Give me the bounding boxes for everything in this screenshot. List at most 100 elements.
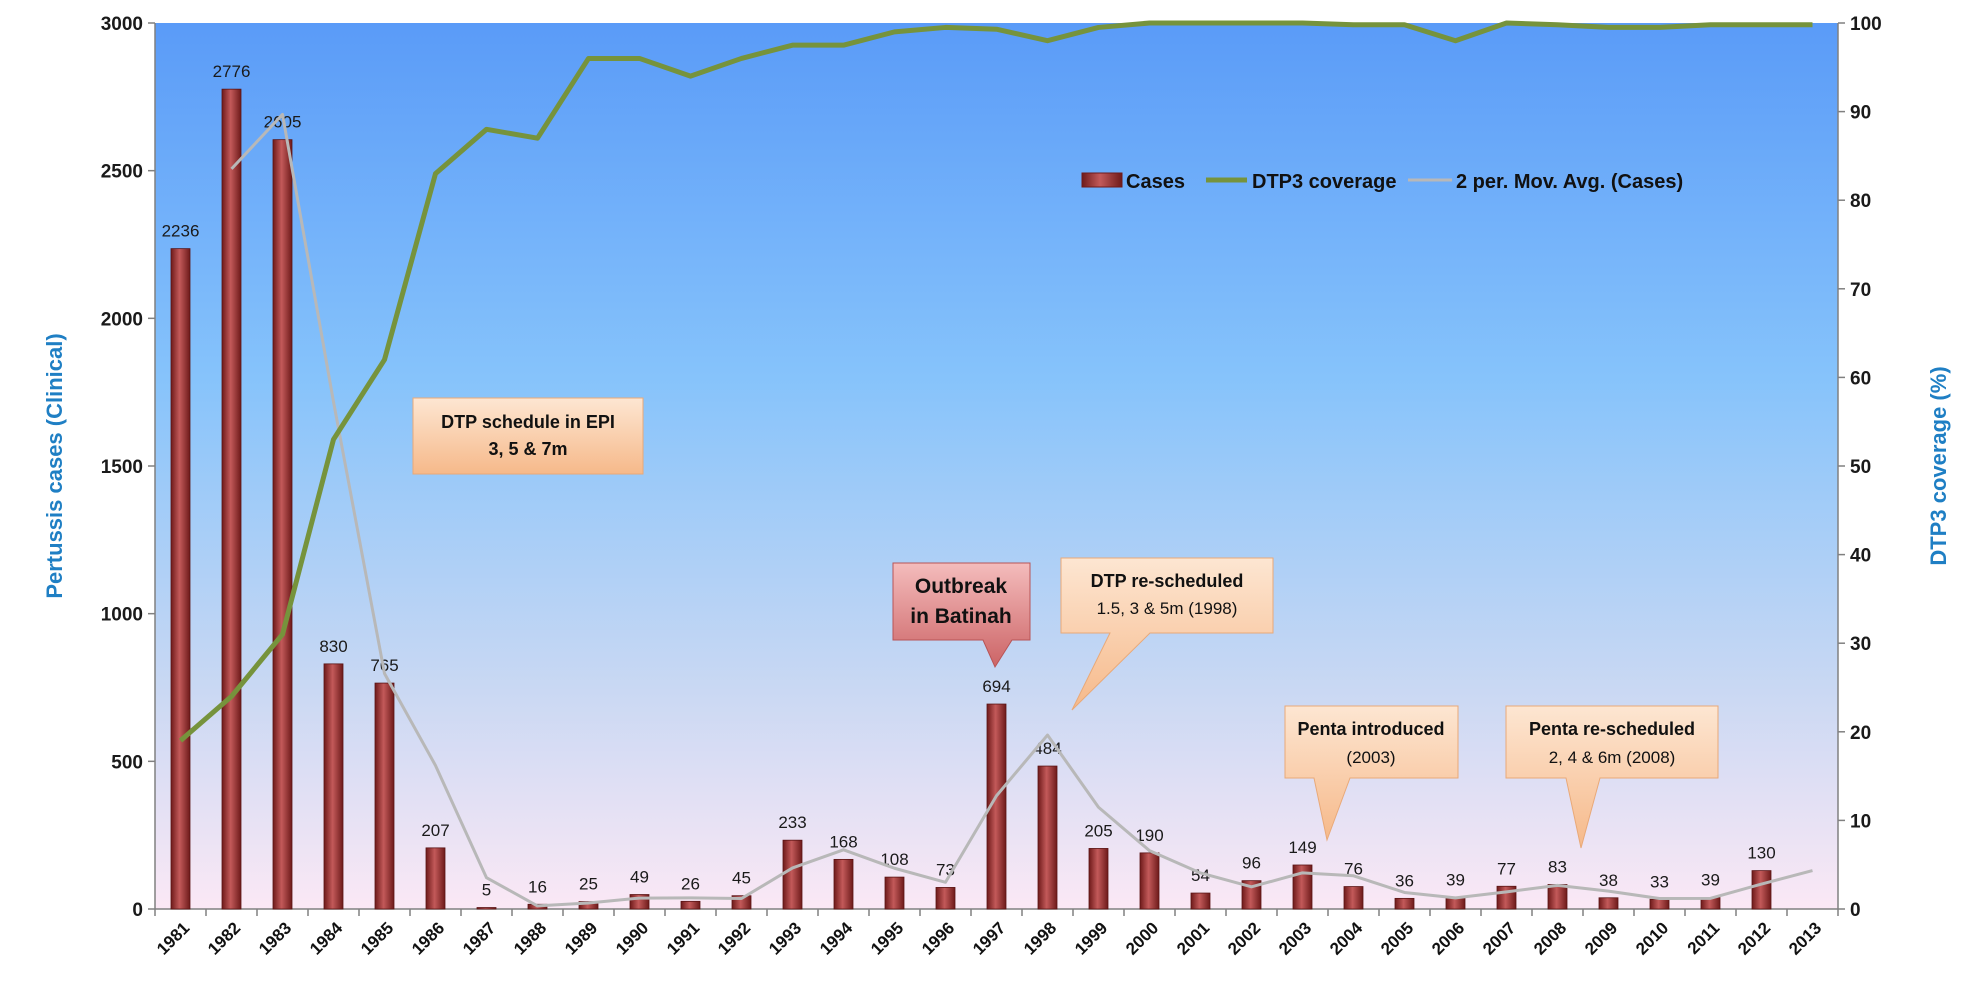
- annotation-dtp-schedule-title: DTP schedule in EPI: [441, 412, 615, 432]
- x-tick-label: 2012: [1734, 918, 1774, 958]
- bar-data-label: 49: [630, 868, 649, 887]
- bar-cases: [1394, 897, 1415, 910]
- bar-cases: [1649, 898, 1670, 910]
- x-tick-label: 2000: [1122, 918, 1162, 958]
- x-tick-label: 1986: [408, 918, 448, 958]
- bar-cases: [1190, 892, 1211, 910]
- x-tick-label: 1989: [561, 918, 601, 958]
- x-tick-label: 2010: [1632, 918, 1672, 958]
- dtp3-coverage-line: [178, 20, 1813, 743]
- annotation-dtp-rescheduled-subtitle: 1.5, 3 & 5m (1998): [1097, 599, 1238, 618]
- x-tick-label: 2011: [1684, 918, 1724, 958]
- legend: Cases DTP3 coverage 2 per. Mov. Avg. (Ca…: [1081, 171, 1683, 193]
- bar-cases: [476, 907, 497, 910]
- bar-cases: [1088, 848, 1109, 910]
- y2-axis-title: DTP3 coverage (%): [1926, 366, 1951, 565]
- bar-data-label: 108: [880, 850, 908, 869]
- bar-data-label: 25: [579, 875, 598, 894]
- legend-item-cases: Cases: [1081, 171, 1185, 193]
- annotation-dtp-schedule-subtitle: 3, 5 & 7m: [488, 439, 567, 459]
- x-tick-label: 1991: [663, 918, 703, 958]
- bar-cases: [782, 839, 803, 910]
- y2-tick-label: 10: [1850, 811, 1871, 832]
- bar-cases: [935, 887, 956, 910]
- bar-cases: [833, 858, 854, 910]
- legend-label-cases: Cases: [1126, 171, 1185, 193]
- x-tick-label: 1983: [255, 918, 295, 958]
- x-tick-label: 2002: [1224, 918, 1264, 958]
- annotation-penta-introduced-title: Penta introduced: [1297, 719, 1444, 739]
- annotation-outbreak-title: Outbreak: [915, 575, 1008, 598]
- annotation-outbreak-callout: [892, 562, 1031, 669]
- y-tick-label: 1000: [101, 605, 143, 626]
- y-tick-label: 3000: [101, 14, 143, 35]
- bar-cases: [1343, 886, 1364, 910]
- x-tick-label: 1981: [153, 918, 193, 958]
- x-tick-label: 2007: [1479, 918, 1519, 958]
- bar-data-label: 190: [1135, 826, 1163, 845]
- y2-tick-label: 60: [1850, 368, 1871, 389]
- cases-bars: [170, 88, 1772, 910]
- bar-cases: [1139, 852, 1160, 910]
- y2-tick-label: 70: [1850, 280, 1871, 301]
- bar-cases: [680, 900, 701, 910]
- y2-tick-label: 100: [1850, 14, 1882, 35]
- y-tick-label: 2500: [101, 162, 143, 183]
- bar-data-label: 45: [732, 869, 751, 888]
- x-tick-label: 1984: [306, 918, 347, 959]
- y2-tick-label: 20: [1850, 723, 1871, 744]
- x-tick-label: 1987: [459, 918, 499, 958]
- bar-data-label: 16: [528, 877, 547, 896]
- x-tick-label: 1999: [1071, 918, 1111, 958]
- annotation-penta-introduced-callout: [1284, 705, 1459, 842]
- annotation-dtp-rescheduled: DTP re-scheduled 1.5, 3 & 5m (1998): [1060, 557, 1274, 711]
- bar-data-label: 2236: [162, 222, 200, 241]
- y2-tick-label: 80: [1850, 191, 1871, 212]
- bar-cases: [170, 248, 191, 910]
- bar-cases: [1598, 897, 1619, 910]
- x-tick-label: 2006: [1428, 918, 1468, 958]
- y-tick-label: 500: [111, 752, 143, 773]
- bar-data-label: 38: [1599, 871, 1618, 890]
- y-axis-title: Pertussis cases (Clinical): [42, 333, 67, 598]
- annotation-penta-rescheduled-callout: [1505, 705, 1719, 849]
- bar-data-label: 130: [1747, 844, 1775, 863]
- x-tick-label: 2001: [1173, 918, 1213, 958]
- bar-data-label: 33: [1650, 872, 1669, 891]
- x-tick-label: 2004: [1326, 918, 1367, 959]
- x-tick-label: 1998: [1020, 918, 1060, 958]
- annotation-dtp-rescheduled-title: DTP re-scheduled: [1091, 571, 1244, 591]
- bar-data-label: 76: [1344, 860, 1363, 879]
- annotation-penta-introduced: Penta introduced (2003): [1284, 705, 1459, 842]
- bar-data-label: 233: [778, 813, 806, 832]
- x-tick-label: 2008: [1530, 918, 1570, 958]
- bar-data-label: 168: [829, 832, 857, 851]
- bar-cases: [986, 703, 1007, 910]
- x-tick-label: 1982: [204, 918, 244, 958]
- bar-cases: [221, 88, 242, 910]
- bar-data-label: 39: [1446, 870, 1465, 889]
- bar-data-label: 83: [1548, 857, 1567, 876]
- annotation-outbreak-subtitle: in Batinah: [910, 605, 1012, 628]
- bar-cases: [1547, 884, 1568, 910]
- x-tick-label: 1988: [510, 918, 550, 958]
- x-tick-label: 2003: [1275, 918, 1315, 958]
- bar-data-label: 36: [1395, 871, 1414, 890]
- bar-data-label: 77: [1497, 859, 1516, 878]
- x-tick-label: 1996: [918, 918, 958, 958]
- bar-cases: [272, 139, 293, 910]
- y-tick-label: 2000: [101, 309, 143, 330]
- y2-tick-label: 0: [1850, 900, 1861, 921]
- annotation-penta-rescheduled: Penta re-scheduled 2, 4 & 6m (2008): [1505, 705, 1719, 849]
- legend-label-movavg: 2 per. Mov. Avg. (Cases): [1456, 171, 1683, 193]
- bar-cases: [323, 663, 344, 910]
- bar-cases: [374, 682, 395, 910]
- y-tick-label: 0: [132, 900, 143, 921]
- bar-data-label: 2776: [213, 62, 251, 81]
- x-tick-label: 1990: [612, 918, 652, 958]
- annotation-dtp-schedule: DTP schedule in EPI 3, 5 & 7m: [412, 397, 644, 475]
- moving-average-line: [230, 112, 1813, 908]
- bar-cases: [1241, 880, 1262, 910]
- x-tick-label: 1994: [816, 918, 857, 959]
- x-tick-label: 1992: [714, 918, 754, 958]
